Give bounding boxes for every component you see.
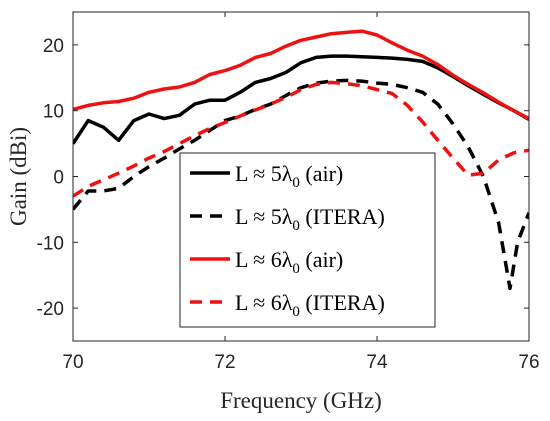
legend-box [179,152,436,328]
y-tick-label: -10 [37,233,64,254]
y-axis-label: Gain (dBi) [6,127,31,226]
series-line-3 [73,29,529,121]
x-tick-label: 70 [62,352,83,373]
series-line-4 [73,80,529,198]
x-tick-label: 76 [518,352,539,373]
legend-label-1: L ≈ 5λ0 (air) [235,161,343,191]
x-tick-label: 72 [214,352,235,373]
legend-label-4: L ≈ 6λ0 (ITERA) [235,290,385,320]
series-line-1 [73,54,529,145]
y-tick-label: 20 [43,36,64,57]
x-tick-label: 74 [366,352,388,373]
y-tick-label: 10 [43,102,64,123]
y-tick-label: 0 [53,168,64,189]
x-axis-label: Frequency (GHz) [220,388,382,413]
axis-ticks: 70 72 74 76 -20 -10 0 10 20 [37,12,540,373]
legend-label-2: L ≈ 5λ0 (ITERA) [235,204,385,234]
y-tick-label: -20 [37,299,64,320]
legend-label-3: L ≈ 6λ0 (air) [235,247,343,277]
series-lines [73,29,529,291]
legend: L ≈ 5λ0 (air) L ≈ 5λ0 (ITERA) L ≈ 6λ0 (air… [179,152,436,328]
